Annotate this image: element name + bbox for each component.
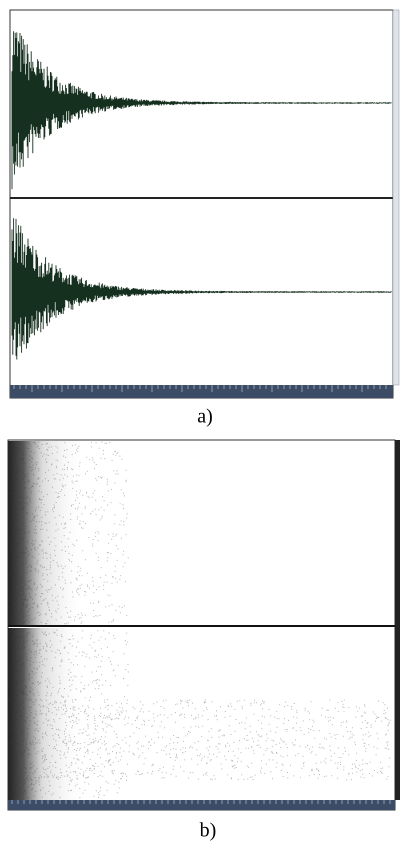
time-ruler — [10, 385, 393, 398]
spectrogram-top — [8, 441, 395, 625]
frequency-ruler — [395, 440, 400, 800]
waveform — [11, 218, 392, 360]
spectrogram-energy — [8, 441, 391, 799]
amplitude-ruler — [392, 9, 400, 386]
spectrogram-panel — [7, 439, 400, 811]
spectrogram-bottom — [8, 628, 395, 800]
waveform-frame — [9, 9, 394, 399]
waveform-panel — [9, 9, 400, 399]
time-ruler — [8, 800, 395, 810]
panel-label: a) — [197, 406, 213, 428]
panel-label: b) — [200, 820, 217, 842]
waveform — [11, 31, 392, 190]
